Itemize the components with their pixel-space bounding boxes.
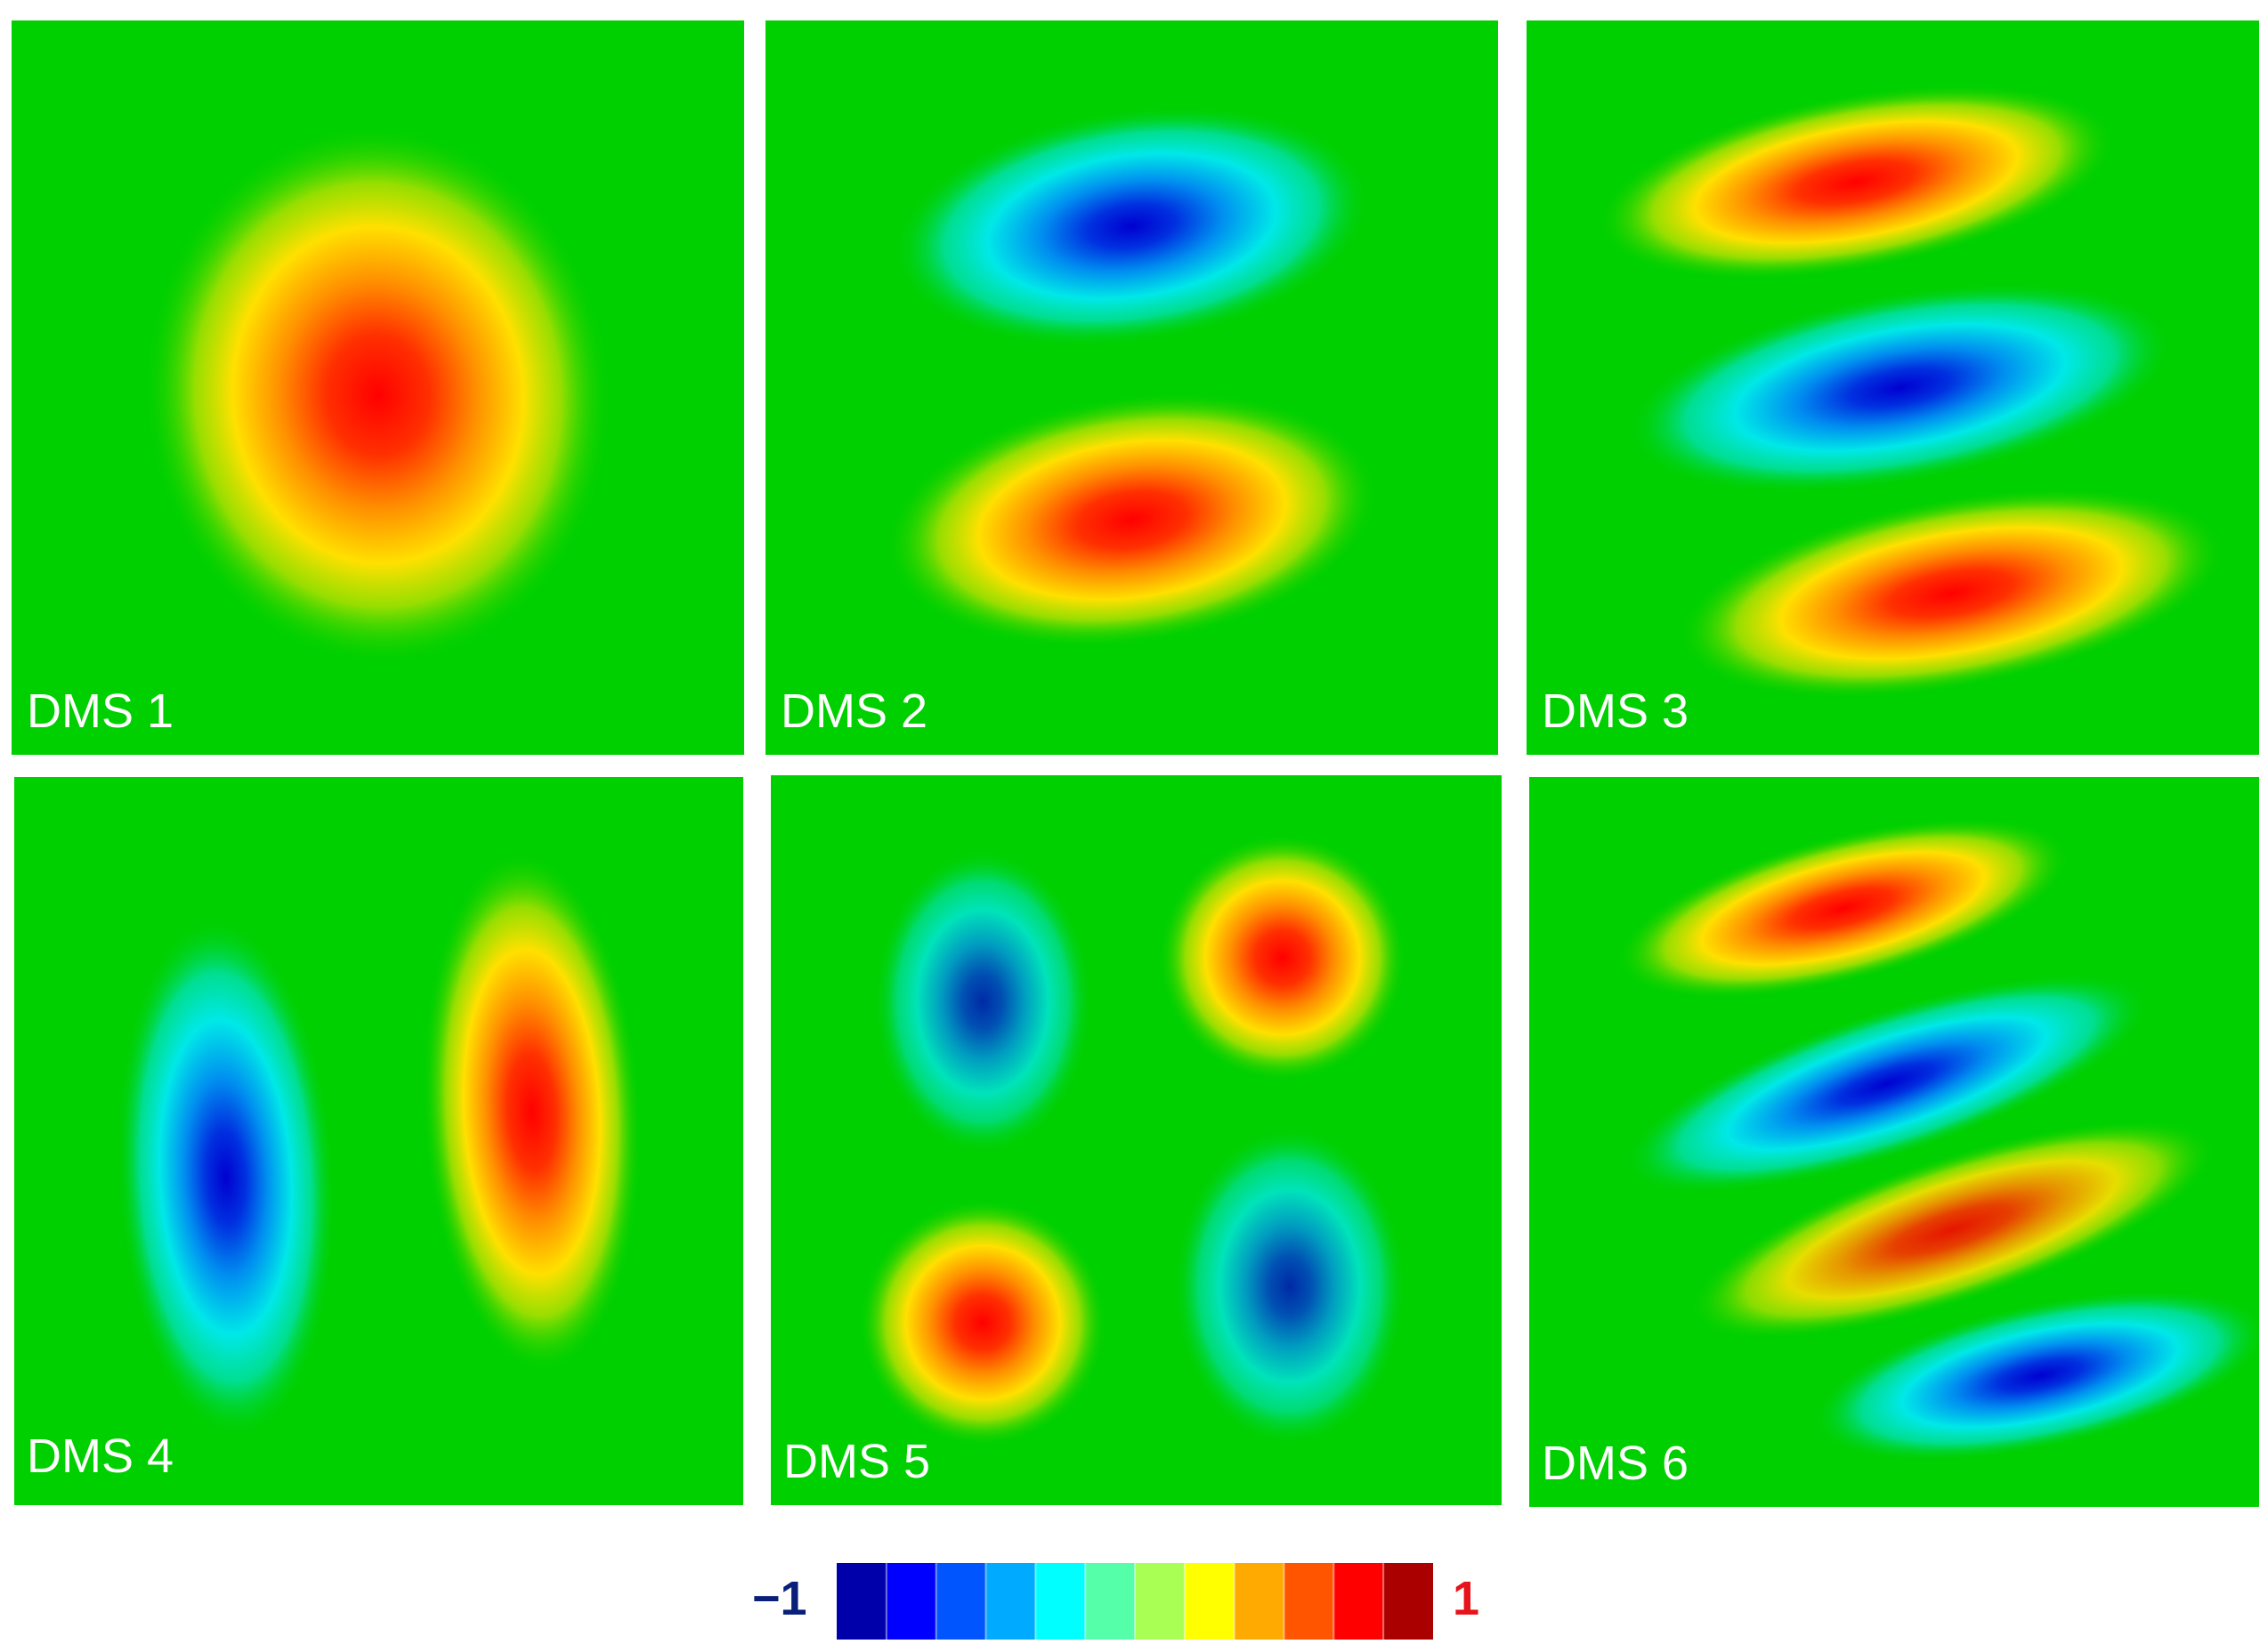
dms-1-heatmap xyxy=(12,20,744,755)
dms-panel-3: DMS 3 xyxy=(1527,20,2259,755)
dms-4-heatmap xyxy=(14,777,743,1505)
dms-6-label: DMS 6 xyxy=(1542,1437,1689,1490)
dms-6-lobe-3-positive xyxy=(1688,1119,2218,1340)
dms-5-heatmap xyxy=(771,775,1502,1505)
dms-5-lobe-4-negative xyxy=(1172,1125,1407,1447)
dms-panel-5: DMS 5 xyxy=(771,775,1502,1505)
colorbar-max-label: 1 xyxy=(1453,1572,1480,1625)
dms-6-lobe-4-negative xyxy=(1810,1289,2259,1462)
dms-5-lobe-1-negative xyxy=(872,848,1093,1155)
colorbar-step-1 xyxy=(837,1563,887,1640)
dms-panel-4: DMS 4 xyxy=(14,777,743,1505)
colorbar-step-12 xyxy=(1383,1563,1433,1640)
colorbar-step-3 xyxy=(936,1563,986,1640)
dms-6-heatmap xyxy=(1529,777,2259,1507)
dms-1-lobe-1-positive xyxy=(142,123,613,667)
dms-5-label: DMS 5 xyxy=(783,1435,931,1488)
colorbar-step-7 xyxy=(1135,1563,1186,1640)
dms-panel-6: DMS 6 xyxy=(1529,777,2259,1507)
dms-3-lobe-2-negative xyxy=(1625,281,2175,494)
colorbar-step-2 xyxy=(886,1563,937,1640)
dms-2-label: DMS 2 xyxy=(781,684,928,738)
dms-4-lobe-2-positive xyxy=(421,850,643,1374)
dms-1-label: DMS 1 xyxy=(27,684,174,738)
colorbar-step-10 xyxy=(1284,1563,1334,1640)
colorbar-step-6 xyxy=(1085,1563,1136,1640)
dms-2-heatmap xyxy=(765,20,1498,755)
dms-3-lobe-1-positive xyxy=(1596,84,2117,280)
colorbar-step-8 xyxy=(1184,1563,1235,1640)
dms-4-lobe-1-negative xyxy=(115,915,336,1440)
dms-3-lobe-3-positive xyxy=(1676,487,2226,700)
dms-6-lobe-1-positive xyxy=(1616,817,2070,1000)
dms-5-lobe-3-positive xyxy=(858,1198,1107,1447)
dms-2-lobe-2-positive xyxy=(884,391,1380,649)
colorbar xyxy=(837,1563,1433,1640)
dms-3-heatmap xyxy=(1527,20,2259,755)
colorbar-step-9 xyxy=(1234,1563,1284,1640)
dms-4-label: DMS 4 xyxy=(27,1429,174,1483)
dms-3-label: DMS 3 xyxy=(1542,684,1689,738)
dms-panel-1: DMS 1 xyxy=(12,20,744,755)
dms-5-lobe-2-positive xyxy=(1158,833,1407,1082)
dms-6-lobe-2-negative xyxy=(1622,973,2152,1194)
colorbar-min-label: −1 xyxy=(752,1572,807,1625)
dms-panel-2: DMS 2 xyxy=(765,20,1498,755)
colorbar-step-4 xyxy=(985,1563,1036,1640)
colorbar-step-11 xyxy=(1333,1563,1384,1640)
dms-5-background xyxy=(771,775,1502,1505)
dms-2-lobe-1-negative xyxy=(891,104,1373,348)
colorbar-step-5 xyxy=(1035,1563,1086,1640)
